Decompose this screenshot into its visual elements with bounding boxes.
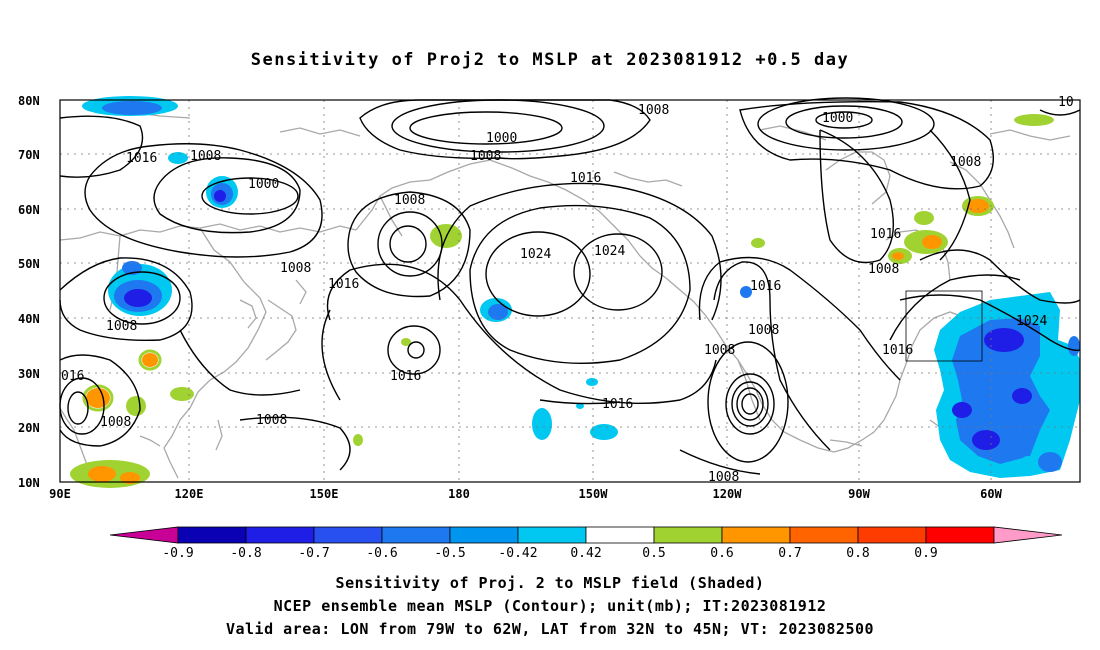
contour-label: 1024 [594, 244, 625, 259]
colorbar-swatch [585, 526, 655, 544]
colorbar-swatch [789, 526, 859, 544]
caption-line-1: Sensitivity of Proj. 2 to MSLP field (Sh… [335, 574, 765, 592]
contour-label: 1000 [248, 177, 279, 192]
contour-label: 10 [1058, 95, 1074, 110]
lon-label: 90W [848, 487, 870, 501]
contour-label: 1008 [256, 413, 287, 428]
lon-label: 60W [980, 487, 1002, 501]
colorbar-label: -0.9 [162, 546, 193, 561]
colorbar-label: 0.42 [570, 546, 601, 561]
lon-label: 120E [175, 487, 204, 501]
contour-label: 1008 [708, 470, 739, 485]
contour-label: 1024 [1016, 314, 1047, 329]
contour-label: 016 [61, 369, 84, 384]
colorbar-arrow-left [109, 526, 179, 544]
colorbar-label: -0.6 [366, 546, 397, 561]
lat-label: 50N [18, 257, 40, 271]
contour-label: 1024 [520, 247, 551, 262]
colorbar-swatch [653, 526, 723, 544]
contour-label: 1000 [486, 131, 517, 146]
contour-labels: 1000 1000 1000 1008 1008 1008 1008 1008 … [61, 95, 1074, 485]
contour-label: 1016 [870, 227, 901, 242]
colorbar-swatch [177, 526, 247, 544]
contour-label: 1008 [638, 103, 669, 118]
lat-label: 70N [18, 148, 40, 162]
lon-label: 90E [49, 487, 71, 501]
contour-label: 1016 [882, 343, 913, 358]
lat-label: 80N [18, 94, 40, 108]
lat-label: 40N [18, 312, 40, 326]
contour-label: 1008 [280, 261, 311, 276]
lat-label: 10N [18, 476, 40, 490]
contour-label: 1008 [190, 149, 221, 164]
map-panel: 1000 1000 1000 1008 1008 1008 1008 1008 … [59, 95, 1081, 488]
plot-title: Sensitivity of Proj2 to MSLP at 20230819… [250, 50, 850, 70]
caption-line-3: Valid area: LON from 79W to 62W, LAT fro… [225, 620, 875, 638]
contour-label: 1000 [822, 111, 853, 126]
colorbar-label: -0.8 [230, 546, 261, 561]
lon-label: 120W [713, 487, 743, 501]
colorbar-label: 0.9 [914, 546, 937, 561]
caption-line-2: NCEP ensemble mean MSLP (Contour); unit(… [273, 597, 827, 615]
contour-label: 1008 [394, 193, 425, 208]
contour-label: 1016 [328, 277, 359, 292]
colorbar-label: 0.5 [642, 546, 665, 561]
colorbar-swatch [313, 526, 383, 544]
lat-label: 60N [18, 203, 40, 217]
contour-label: 1008 [106, 319, 137, 334]
contour-label: 1016 [602, 397, 633, 412]
colorbar-label: 0.8 [846, 546, 869, 561]
colorbar-label: -0.7 [298, 546, 329, 561]
colorbar-swatch [381, 526, 451, 544]
lat-label: 20N [18, 421, 40, 435]
colorbar-label: -0.42 [498, 546, 537, 561]
map-frame [59, 99, 1081, 483]
colorbar-label: 0.6 [710, 546, 733, 561]
colorbar-swatch [925, 526, 995, 544]
colorbar-labels: -0.9 -0.8 -0.7 -0.6 -0.5 -0.42 0.42 0.5 … [162, 546, 937, 561]
lon-label: 150W [579, 487, 609, 501]
contour-label: 1008 [704, 343, 735, 358]
latitude-labels: 80N 70N 60N 50N 40N 30N 20N 10N [18, 94, 40, 490]
contour-label: 1008 [100, 415, 131, 430]
colorbar-label: -0.5 [434, 546, 465, 561]
colorbar-swatch [245, 526, 315, 544]
contour-label: 1008 [748, 323, 779, 338]
contour-label: 1016 [570, 171, 601, 186]
lon-label: 150E [310, 487, 339, 501]
contour-label: 1016 [390, 369, 421, 384]
colorbar-swatch [517, 526, 587, 544]
contour-label: 1008 [470, 149, 501, 164]
longitude-labels: 90E 120E 150E 180 150W 120W 90W 60W [49, 487, 1002, 501]
lon-label: 180 [448, 487, 470, 501]
colorbar-swatch [449, 526, 519, 544]
contour-label: 1016 [750, 279, 781, 294]
contour-label: 1016 [126, 151, 157, 166]
colorbar-arrow-right [993, 526, 1063, 544]
lat-label: 30N [18, 367, 40, 381]
colorbar-swatch [857, 526, 927, 544]
contour-label: 1008 [950, 155, 981, 170]
contour-label: 1008 [868, 262, 899, 277]
colorbar-swatch [721, 526, 791, 544]
sensitivity-shading [70, 96, 1080, 488]
valid-area-box [905, 290, 983, 362]
colorbar [109, 526, 1063, 544]
colorbar-label: 0.7 [778, 546, 801, 561]
